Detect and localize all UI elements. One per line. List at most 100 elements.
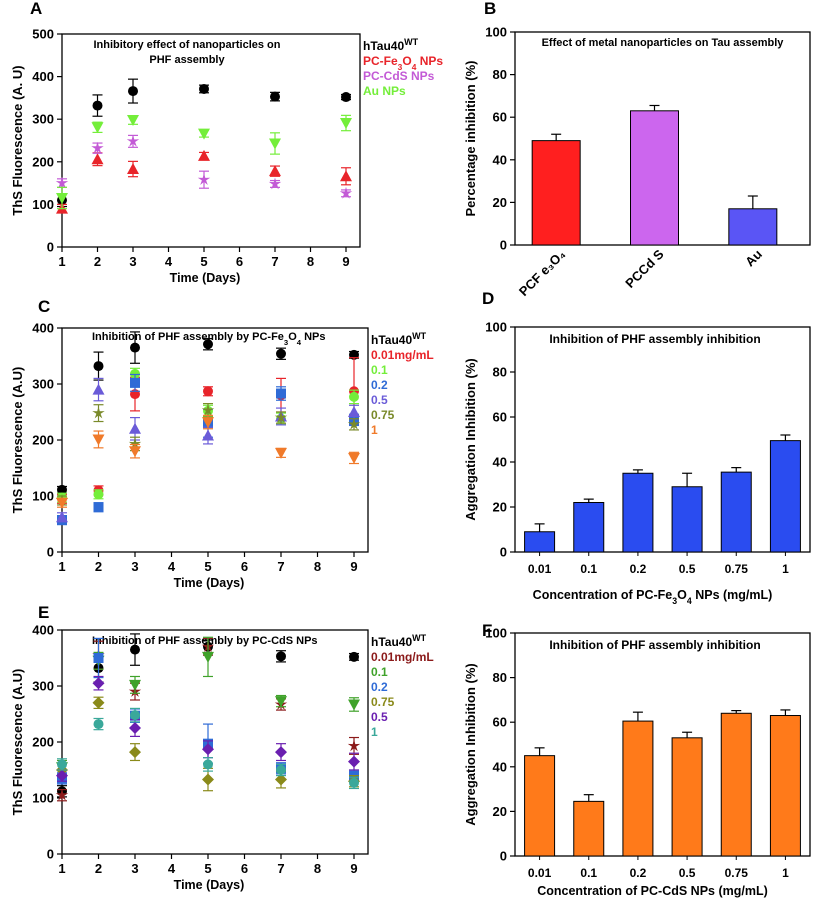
legend-entry: 0.5 [371,710,388,724]
x-tick-label: 4 [165,254,173,269]
data-point [93,719,104,730]
data-point [349,391,359,402]
x-tick-label: 1 [782,562,789,576]
legend-entry: 0.2 [371,680,388,694]
x-tick-label: 0.01 [528,866,552,880]
x-tick-label: Au [742,246,765,269]
text-span: NPs [301,331,325,343]
x-tick-label: PCF e₃O₄ [516,247,568,299]
data-point [129,722,141,734]
x-tick-label: 0.75 [725,866,749,880]
series-6 [57,707,359,790]
data-point [92,100,103,111]
bar [720,712,752,857]
x-axis-label: Time (Days) [174,576,245,590]
y-tick-label: 300 [32,112,54,127]
data-point [91,122,104,134]
y-axis-label: ThS Fluorescence (A.U) [10,367,25,514]
legend-entry: 0.5 [371,393,388,407]
data-point [349,651,359,662]
panel-label: E [38,603,49,622]
data-point [269,165,281,177]
y-axis-label: Aggregation Inhibition (%) [463,663,478,825]
y-tick-label: 20 [493,500,507,515]
x-tick-label: 9 [350,559,357,574]
data-point [202,651,214,663]
text-span: 1 [371,423,378,437]
text-span: Au NPs [363,84,406,98]
data-point [129,679,141,691]
text-span: Concentration of PC-Fe [533,588,673,602]
y-tick-label: 60 [493,715,507,730]
x-tick-label: 6 [241,559,248,574]
x-tick-label: 7 [271,254,278,269]
text-span: 0.5 [371,393,388,407]
text-span: 4 [412,62,417,72]
y-tick-label: 400 [32,69,54,84]
data-point [268,177,282,190]
y-tick-label: 100 [485,25,507,40]
plot-frame [61,629,369,855]
y-tick-label: 20 [493,804,507,819]
text-span: O [677,588,687,602]
y-tick-label: 200 [32,433,54,448]
y-tick-label: 100 [485,320,507,335]
data-point [349,777,359,788]
chart-title: Inhibition of PHF assembly by PC-Fe3O4 N… [92,331,326,347]
text-span: O [288,331,297,343]
text-span: 0.75 [371,695,395,709]
x-tick-label: 9 [350,861,357,876]
data-point [126,134,140,147]
data-point [127,115,139,127]
text-span: 3 [398,62,403,72]
y-tick-label: 0 [500,545,507,560]
x-tick-label: 1 [58,254,65,269]
text-span: 0.5 [371,710,388,724]
legend-entry: 0.2 [371,378,388,392]
data-point [130,710,140,721]
data-point [93,489,104,500]
panel-e: E 1 2 3 4 5 6 7 8 9 Time (Days) 0 100 200 300 400 ThS Fl… [10,603,434,892]
data-point [91,153,104,165]
bar [720,471,752,553]
data-point [128,437,142,450]
x-tick-label: 0.1 [580,866,597,880]
text-span: 3 [672,596,677,606]
data-point [198,149,210,161]
panel-label: C [38,297,50,316]
bar [573,800,605,857]
data-point [197,173,211,185]
legend-entry: 0.01mg/mL [371,650,434,664]
y-tick-label: 80 [493,365,507,380]
legend-entry: 1 [371,423,378,437]
text-span: 0.75 [371,408,395,422]
x-tick-label: 3 [131,559,138,574]
data-point [201,403,215,416]
y-tick-label: 80 [493,67,507,82]
data-point [275,746,287,759]
series-0 [57,331,359,495]
data-point [341,92,351,103]
bar [622,720,654,857]
x-tick-label: 7 [277,861,284,876]
data-point [129,746,141,759]
y-tick-label: 100 [32,197,54,212]
legend-entry: 0.1 [371,363,388,377]
data-point [130,377,140,388]
text-span: 1 [371,725,378,739]
bar [573,502,605,553]
y-tick-label: 0 [500,849,507,864]
text-span: 0.01mg/mL [371,348,434,362]
data-point [340,118,352,130]
x-tick-label: 0.75 [725,562,749,576]
data-point [202,773,214,786]
data-point [92,406,105,419]
y-tick-label: 300 [32,377,54,392]
text-span: O [402,54,411,68]
y-tick-label: 40 [493,152,507,167]
data-point [92,677,105,690]
plot-frame [61,327,369,553]
x-tick-label: 7 [277,559,284,574]
